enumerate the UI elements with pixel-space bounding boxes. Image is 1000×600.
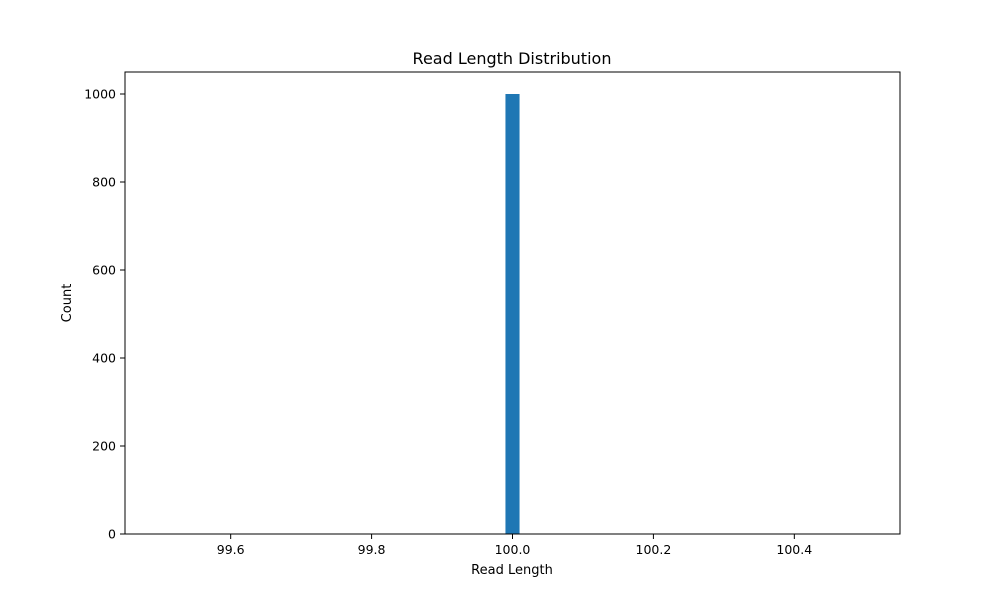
x-tick-label-4: 100.4 — [776, 542, 812, 557]
y-axis-label: Count — [60, 284, 75, 323]
x-axis-ticks: 99.6 99.8 100.0 100.2 100.4 — [217, 534, 812, 557]
y-tick-label-0: 0 — [108, 527, 116, 542]
plot-frame — [124, 71, 901, 535]
x-axis-label: Read Length — [471, 563, 553, 578]
bars-layer — [505, 94, 520, 534]
x-tick-label-0: 99.6 — [217, 542, 245, 557]
x-tick-label-1: 99.8 — [358, 542, 386, 557]
y-axis-ticks: 0 200 400 600 800 1000 — [84, 87, 125, 542]
histogram-bar-0 — [505, 94, 520, 534]
y-tick-label-5: 1000 — [84, 87, 116, 102]
x-tick-label-2: 100.0 — [495, 542, 531, 557]
x-tick-label-3: 100.2 — [636, 542, 672, 557]
y-tick-label-1: 200 — [92, 439, 116, 454]
y-tick-label-4: 800 — [92, 175, 116, 190]
y-tick-label-3: 600 — [92, 263, 116, 278]
chart-title: Read Length Distribution — [413, 49, 612, 68]
y-tick-label-2: 400 — [92, 351, 116, 366]
